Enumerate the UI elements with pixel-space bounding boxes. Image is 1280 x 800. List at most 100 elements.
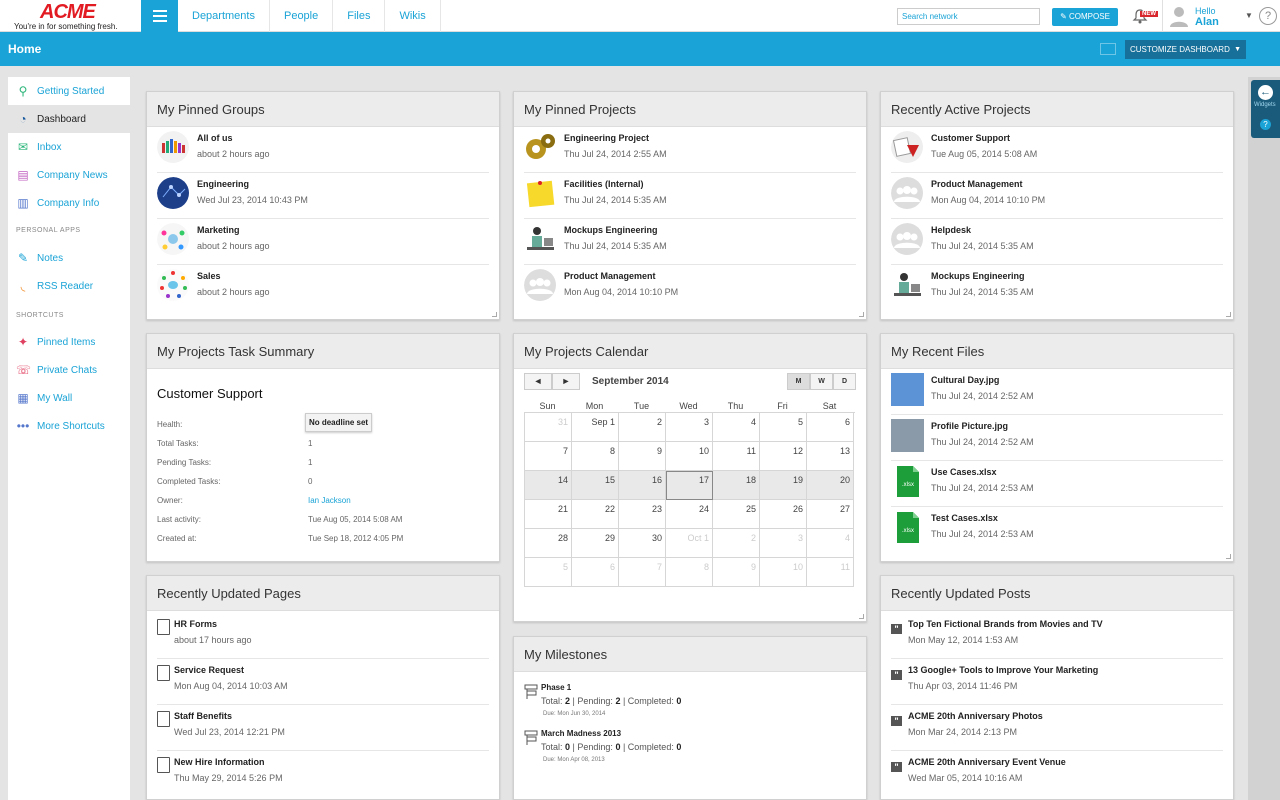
calendar-day[interactable]: 25	[713, 500, 760, 529]
sidebar-item-pinned-items[interactable]: ✦ Pinned Items	[8, 328, 130, 356]
calendar-view-week[interactable]: W	[810, 373, 833, 390]
calendar-day[interactable]: 5	[525, 558, 572, 587]
calendar-day[interactable]: 19	[760, 471, 807, 500]
calendar-day[interactable]: 14	[525, 471, 572, 500]
post-title[interactable]: Top Ten Fictional Brands from Movies and…	[908, 619, 1103, 629]
list-item[interactable]: " Top Ten Fictional Brands from Movies a…	[891, 613, 1223, 659]
calendar-day[interactable]: 6	[807, 413, 854, 442]
list-item[interactable]: Marketing about 2 hours ago	[157, 219, 489, 265]
milestone-name[interactable]: Phase 1	[541, 683, 572, 692]
calendar-day[interactable]: 12	[760, 442, 807, 471]
file-name[interactable]: Test Cases.xlsx	[931, 513, 998, 523]
calendar-day[interactable]: 3	[760, 529, 807, 558]
help-icon[interactable]: ?	[1259, 7, 1277, 25]
acme-logo[interactable]: ACME You're in for something fresh.	[14, 1, 124, 31]
calendar-day[interactable]: Oct 1	[666, 529, 713, 558]
list-item[interactable]: Helpdesk Thu Jul 24, 2014 5:35 AM	[891, 219, 1223, 265]
file-name[interactable]: Use Cases.xlsx	[931, 467, 997, 477]
list-item[interactable]: .xlsx Use Cases.xlsx Thu Jul 24, 2014 2:…	[891, 461, 1223, 507]
owner-link[interactable]: Ian Jackson	[308, 496, 351, 505]
list-item[interactable]: Engineering Project Thu Jul 24, 2014 2:5…	[524, 127, 856, 173]
calendar-day[interactable]: 20	[807, 471, 854, 500]
search-input[interactable]	[897, 8, 1040, 25]
nav-people[interactable]: People	[270, 0, 334, 32]
user-menu[interactable]: Hello Alan ▼ ?	[1162, 0, 1280, 32]
compose-button[interactable]: ✎ COMPOSE	[1052, 8, 1118, 26]
project-name[interactable]: Helpdesk	[931, 225, 972, 235]
list-item[interactable]: Facilities (Internal) Thu Jul 24, 2014 5…	[524, 173, 856, 219]
calendar-day[interactable]: 26	[760, 500, 807, 529]
bell-icon[interactable]	[1132, 8, 1148, 24]
sidebar-item-getting-started[interactable]: ⚲ Getting Started	[8, 77, 130, 105]
list-item[interactable]: Service Request Mon Aug 04, 2014 10:03 A…	[157, 659, 489, 705]
calendar-next-button[interactable]: ►	[552, 373, 580, 390]
calendar-day[interactable]: 3	[666, 413, 713, 442]
list-item[interactable]: All of us about 2 hours ago	[157, 127, 489, 173]
list-item[interactable]: Sales about 2 hours ago	[157, 265, 489, 311]
list-item[interactable]: " ACME 20th Anniversary Photos Mon Mar 2…	[891, 705, 1223, 751]
calendar-day[interactable]: 18	[713, 471, 760, 500]
milestone-item[interactable]: March Madness 2013 Total: 0 | Pending: 0…	[524, 720, 856, 766]
calendar-day[interactable]: 7	[525, 442, 572, 471]
file-name[interactable]: Profile Picture.jpg	[931, 421, 1009, 431]
project-name[interactable]: Mockups Engineering	[564, 225, 658, 235]
nav-departments[interactable]: Departments	[178, 0, 270, 32]
project-name[interactable]: Product Management	[564, 271, 656, 281]
list-item[interactable]: .xlsx Test Cases.xlsx Thu Jul 24, 2014 2…	[891, 507, 1223, 553]
sidebar-item-rss-reader[interactable]: ◟ RSS Reader	[8, 272, 130, 300]
calendar-day[interactable]: 22	[572, 500, 619, 529]
milestone-item[interactable]: Phase 1 Total: 2 | Pending: 2 | Complete…	[524, 674, 856, 720]
calendar-day[interactable]: 10	[666, 442, 713, 471]
sidebar-item-my-wall[interactable]: ▦ My Wall	[8, 384, 130, 412]
calendar-day[interactable]: 4	[807, 529, 854, 558]
page-name[interactable]: Service Request	[174, 665, 245, 675]
project-name[interactable]: Product Management	[931, 179, 1023, 189]
list-item[interactable]: Mockups Engineering Thu Jul 24, 2014 5:3…	[891, 265, 1223, 311]
resize-handle[interactable]	[492, 312, 497, 317]
file-name[interactable]: Cultural Day.jpg	[931, 375, 1000, 385]
sidebar-item-company-news[interactable]: ▤ Company News	[8, 161, 130, 189]
sidebar-item-private-chats[interactable]: ☏ Private Chats	[8, 356, 130, 384]
list-item[interactable]: Engineering Wed Jul 23, 2014 10:43 PM	[157, 173, 489, 219]
calendar-day[interactable]: 11	[807, 558, 854, 587]
group-name[interactable]: Sales	[197, 271, 221, 281]
list-item[interactable]: New Hire Information Thu May 29, 2014 5:…	[157, 751, 489, 797]
menu-button[interactable]	[141, 0, 178, 32]
calendar-day[interactable]: 8	[666, 558, 713, 587]
calendar-day[interactable]: 29	[572, 529, 619, 558]
calendar-view-day[interactable]: D	[833, 373, 856, 390]
list-item[interactable]: " 13 Google+ Tools to Improve Your Marke…	[891, 659, 1223, 705]
list-item[interactable]: Customer Support Tue Aug 05, 2014 5:08 A…	[891, 127, 1223, 173]
calendar-view-month[interactable]: M	[787, 373, 810, 390]
widgets-tab[interactable]: ← Widgets ?	[1251, 80, 1280, 138]
page-name[interactable]: Staff Benefits	[174, 711, 233, 721]
calendar-day[interactable]: 28	[525, 529, 572, 558]
help-icon[interactable]: ?	[1260, 119, 1271, 130]
layout-icon[interactable]	[1100, 43, 1116, 55]
group-name[interactable]: All of us	[197, 133, 233, 143]
calendar-day[interactable]: 23	[619, 500, 666, 529]
post-title[interactable]: 13 Google+ Tools to Improve Your Marketi…	[908, 665, 1099, 675]
calendar-day[interactable]: 6	[572, 558, 619, 587]
page-name[interactable]: HR Forms	[174, 619, 218, 629]
calendar-day[interactable]: 8	[572, 442, 619, 471]
resize-handle[interactable]	[859, 614, 864, 619]
list-item[interactable]: Product Management Mon Aug 04, 2014 10:1…	[524, 265, 856, 311]
calendar-day[interactable]: 9	[619, 442, 666, 471]
group-name[interactable]: Engineering	[197, 179, 250, 189]
calendar-day[interactable]: 24	[666, 500, 713, 529]
calendar-day[interactable]: 2	[619, 413, 666, 442]
calendar-day[interactable]: 17	[666, 471, 713, 500]
project-name[interactable]: Mockups Engineering	[931, 271, 1025, 281]
calendar-day[interactable]: 21	[525, 500, 572, 529]
nav-files[interactable]: Files	[333, 0, 386, 32]
group-name[interactable]: Marketing	[197, 225, 240, 235]
milestone-name[interactable]: March Madness 2013	[541, 729, 622, 738]
list-item[interactable]: Profile Picture.jpg Thu Jul 24, 2014 2:5…	[891, 415, 1223, 461]
sidebar-item-dashboard[interactable]: ◔ Dashboard	[8, 105, 130, 133]
calendar-day[interactable]: 31	[525, 413, 572, 442]
calendar-day[interactable]: 7	[619, 558, 666, 587]
page-name[interactable]: New Hire Information	[174, 757, 265, 767]
calendar-day[interactable]: Sep 1	[572, 413, 619, 442]
calendar-day[interactable]: 5	[760, 413, 807, 442]
